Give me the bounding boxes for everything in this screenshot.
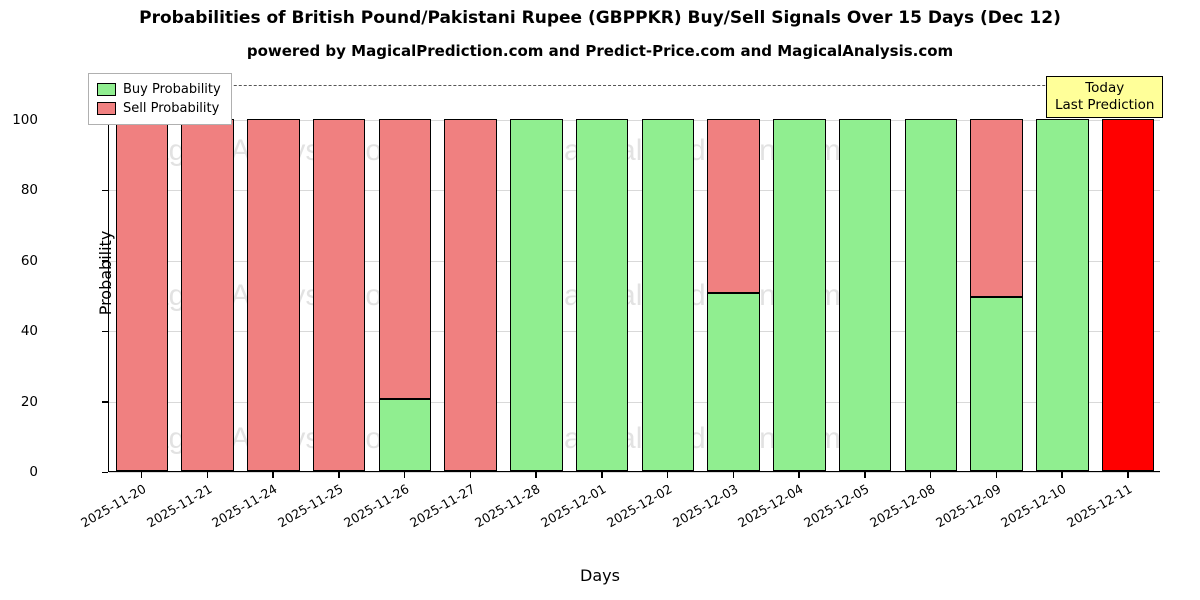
y-tick-mark [102,401,108,403]
legend-label-buy: Buy Probability [123,82,221,97]
bar-segment-buy [838,118,892,471]
bar-2025-11-25 [312,73,366,471]
bar-2025-12-10 [1036,73,1089,471]
bar-segment-buy [970,296,1023,471]
bar-segment-sell [312,118,366,471]
y-tick-mark [102,189,108,192]
bar-segment-today [1101,118,1155,471]
bar-2025-12-11 [1101,73,1155,471]
y-tick-label: 100 [12,111,38,128]
x-tick-mark [535,472,537,478]
x-tick-mark [666,472,669,478]
bar-segment-buy [707,293,760,471]
bar-segment-buy [641,118,695,471]
x-tick-mark [798,472,800,478]
today-annotation-line2: Last Prediction [1055,97,1155,113]
chart-subtitle: powered by MagicalPrediction.com and Pre… [246,42,954,60]
bar-2025-12-08 [904,73,958,471]
x-axis-label: Days [580,566,620,585]
bar-segment-buy [904,118,958,471]
x-tick-mark [469,472,472,478]
reference-line [109,84,1160,86]
bar-segment-sell [378,118,432,399]
today-annotation-line1: Today [1085,80,1125,96]
today-annotation: Today Last Prediction [1046,76,1164,118]
gridline [109,260,1160,262]
bar-segment-sell [970,118,1023,297]
bar-2025-12-09 [970,73,1023,471]
x-tick-mark [206,472,209,478]
bar-segment-sell [444,118,497,471]
bar-2025-12-04 [773,73,826,471]
gridline [109,119,1160,121]
bar-2025-11-28 [510,73,563,471]
y-tick-label: 0 [29,464,38,480]
y-tick-label: 40 [20,323,38,340]
bar-2025-11-26 [378,73,432,471]
legend-item-buy: Buy Probability [97,80,221,99]
x-tick-mark [1127,472,1129,478]
y-tick-label: 80 [20,182,38,199]
bar-segment-buy [773,118,826,471]
bar-2025-12-03 [707,73,760,471]
bar-2025-11-21 [181,73,234,471]
bar-2025-11-20 [115,73,169,471]
x-tick-mark [601,472,603,478]
y-tick-mark [102,260,108,262]
legend-swatch-buy [97,83,116,96]
gridline [109,331,1160,333]
legend: Buy Probability Sell Probability [88,73,232,125]
gridline [109,472,1160,473]
bar-segment-sell [181,118,234,471]
bar-2025-11-27 [444,73,497,471]
y-tick-label: 20 [20,393,38,410]
bar-segment-buy [378,398,432,471]
x-tick-mark [864,472,866,478]
bar-segment-buy [1036,118,1089,471]
bar-segment-buy [575,118,629,471]
x-tick-mark [732,472,735,478]
y-tick-mark [102,471,108,473]
x-tick-mark [272,472,274,478]
x-tick-mark [1061,472,1063,478]
legend-swatch-sell [97,102,116,115]
legend-label-sell: Sell Probability [123,101,220,116]
plot-inner: MagicalAnalysis.comMagicalPrediction.com… [109,73,1160,473]
x-tick-mark [995,472,998,478]
bar-2025-12-02 [641,73,695,471]
bar-2025-12-05 [838,73,892,471]
chart-title: Probabilities of British Pound/Pakistani… [139,8,1061,28]
y-axis-label: Probability [95,230,115,315]
bar-segment-sell [247,118,300,471]
x-tick-mark [403,472,406,478]
y-tick-mark [102,330,108,333]
legend-item-sell: Sell Probability [97,99,221,118]
x-tick-mark [338,472,340,478]
gridline [109,401,1160,403]
plot-area: MagicalAnalysis.comMagicalPrediction.com… [96,73,1160,473]
gridline [109,190,1160,192]
x-tick-mark [140,472,143,478]
bar-segment-sell [115,118,169,471]
x-tick-mark [929,472,932,478]
bar-2025-11-24 [247,73,300,471]
y-tick-label: 60 [20,252,38,269]
bar-segment-buy [510,118,563,471]
bar-segment-sell [707,118,760,294]
bar-2025-12-01 [575,73,629,471]
